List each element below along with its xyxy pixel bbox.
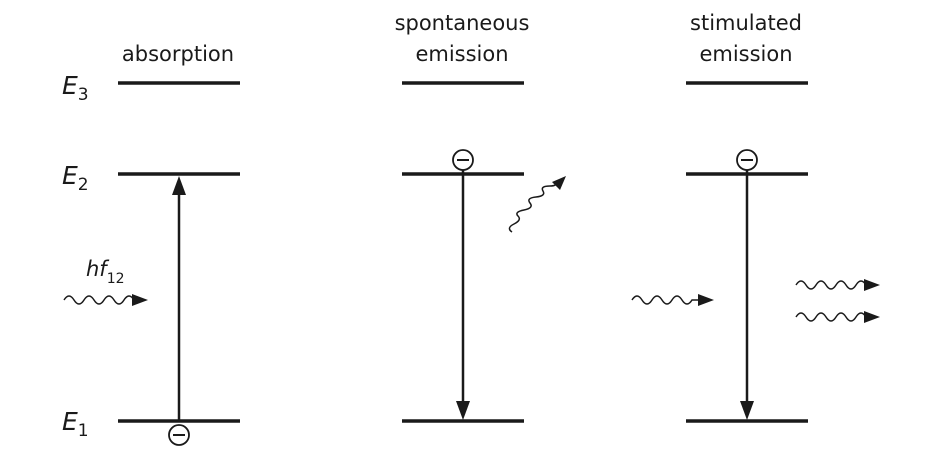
stimulated-electron bbox=[736, 149, 758, 171]
energy-label-e1-subscript: 1 bbox=[78, 421, 89, 441]
stimulated-title-line1: stimulated bbox=[690, 11, 802, 35]
energy-label-e1-symbol: E bbox=[62, 407, 78, 436]
energy-label-e2-symbol: E bbox=[62, 161, 78, 190]
energy-label-e3-subscript: 3 bbox=[78, 85, 89, 105]
absorption-panel: absorption hf12 bbox=[63, 42, 240, 446]
spontaneous-electron bbox=[452, 149, 474, 171]
photon-energy-label-subscript: 12 bbox=[107, 271, 125, 287]
spontaneous-title-line1: spontaneous bbox=[395, 11, 530, 35]
stimulated-emission-panel: stimulated emission bbox=[631, 11, 880, 423]
stimulated-incoming-photon bbox=[631, 295, 698, 305]
stimulated-outgoing-photon-2 bbox=[795, 312, 868, 322]
stimulated-incoming-arrow-head bbox=[698, 294, 714, 306]
stimulated-title-line2: emission bbox=[699, 42, 792, 66]
spontaneous-arrow-head bbox=[456, 401, 470, 420]
energy-label-e2: E2 bbox=[62, 161, 89, 195]
absorption-title: absorption bbox=[122, 42, 234, 66]
absorption-electron bbox=[168, 424, 190, 446]
absorption-arrow-head bbox=[172, 176, 186, 195]
energy-label-e3-symbol: E bbox=[62, 71, 78, 100]
spontaneous-photon-arrow-head bbox=[552, 176, 566, 190]
stimulated-outgoing-arrow-head-2 bbox=[864, 311, 880, 323]
energy-label-e1: E1 bbox=[62, 407, 89, 441]
spontaneous-emitted-photon bbox=[508, 180, 558, 233]
spontaneous-emission-panel: spontaneous emission bbox=[395, 11, 566, 423]
absorption-photon-arrow-head bbox=[132, 294, 148, 306]
photon-energy-label: hf12 bbox=[86, 257, 125, 287]
stimulated-outgoing-arrow-head-1 bbox=[864, 279, 880, 291]
spontaneous-title-line2: emission bbox=[415, 42, 508, 66]
stimulated-outgoing-photon-1 bbox=[795, 280, 868, 290]
absorption-incoming-photon bbox=[63, 295, 136, 305]
energy-label-e2-subscript: 2 bbox=[78, 175, 89, 195]
energy-label-e3: E3 bbox=[62, 71, 89, 105]
photon-energy-label-main: hf bbox=[86, 257, 110, 281]
stimulated-arrow-head bbox=[740, 401, 754, 420]
